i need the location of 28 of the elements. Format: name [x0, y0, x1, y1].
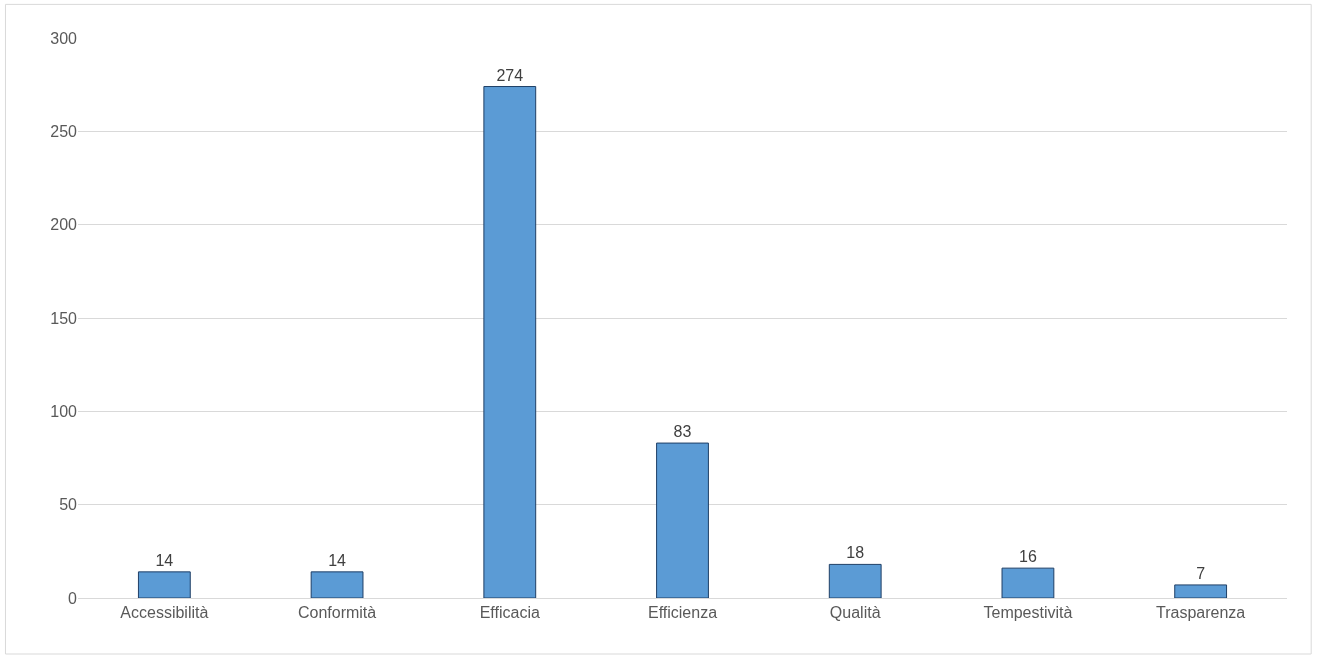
x-tick-label: Accessibilità	[120, 604, 209, 622]
data-label: 16	[1018, 548, 1037, 566]
bar	[1174, 584, 1228, 598]
x-tick-label: Qualità	[829, 604, 881, 622]
data-label: 83	[673, 423, 692, 441]
x-tick-label: Efficacia	[479, 604, 540, 622]
y-tick-label: 100	[50, 402, 78, 420]
data-label: 7	[1196, 564, 1206, 582]
bar	[828, 563, 882, 598]
y-tick-label: 250	[50, 122, 78, 140]
y-tick-label: 0	[68, 589, 78, 607]
x-tick-label: Tempestività	[983, 604, 1073, 622]
y-tick-label: 150	[50, 309, 78, 327]
bar	[483, 86, 537, 598]
data-label: 14	[328, 551, 347, 569]
x-tick-label: Efficienza	[647, 604, 718, 622]
x-tick-label: Conformità	[297, 604, 377, 622]
bar	[137, 571, 191, 598]
bar	[1001, 567, 1055, 598]
data-label: 274	[496, 66, 524, 84]
y-tick-label: 50	[59, 496, 78, 514]
x-tick-label: Trasparenza	[1156, 604, 1246, 622]
bar	[656, 442, 709, 598]
y-tick-label: 200	[50, 216, 78, 234]
data-label: 18	[846, 544, 865, 562]
data-label: 14	[155, 551, 174, 569]
y-tick-label: 300	[50, 29, 78, 47]
bar	[310, 571, 364, 598]
